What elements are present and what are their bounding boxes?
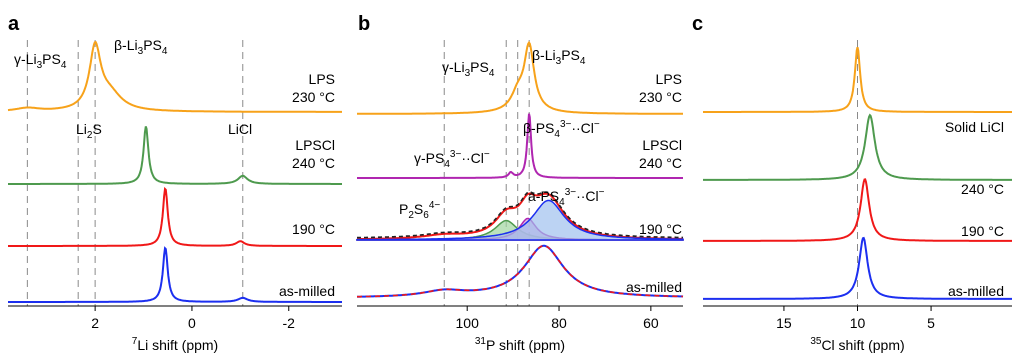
x-axis-label: 7Li shift (ppm) — [132, 336, 218, 353]
x-axis-label: 35Cl shift (ppm) — [810, 336, 904, 353]
trace-label: Solid LiCl — [945, 119, 1004, 135]
x-tick-label: 100 — [456, 315, 480, 331]
fit-component — [356, 199, 684, 241]
trace-label: 230 °C — [292, 89, 335, 105]
trace-label: as-milled — [279, 283, 335, 299]
fit-envelope-asmilled — [357, 245, 684, 298]
x-axis-label: 31P shift (ppm) — [475, 336, 565, 353]
panel-b-p31: LPS 230 °C LPSCl 240 °C 190 °C as-milled 100 80… — [356, 40, 684, 353]
x-tick-label: 0 — [188, 315, 196, 331]
trace-label: 190 °C — [292, 221, 335, 237]
panel-letter-b: b — [358, 13, 370, 35]
fit-envelope — [357, 191, 684, 239]
spectrum-trace-orange — [703, 46, 1012, 113]
spectrum-trace-green — [703, 113, 1012, 181]
peak-annotation: β-PS43−··Cl− — [523, 119, 600, 140]
trace-label: 190 °C — [961, 223, 1004, 239]
trace-label: LPSCl — [295, 137, 335, 153]
spectrum-trace-green — [8, 126, 342, 185]
trace-label: 240 °C — [639, 155, 682, 171]
x-tick-label: 80 — [551, 315, 567, 331]
panel-c-cl35: Solid LiCl 240 °C 190 °C as-milled 15 10 5 35Cl… — [703, 40, 1012, 353]
peak-annotation: γ-Li3PS4 — [14, 51, 67, 71]
x-tick-label: 60 — [643, 315, 659, 331]
trace-label: 190 °C — [639, 221, 682, 237]
spectrum-trace-blue — [8, 246, 342, 303]
x-tick-label: 2 — [91, 315, 99, 331]
peak-annotation: Li2S — [76, 121, 102, 141]
spectrum-trace-magenta — [357, 113, 683, 179]
peak-annotation: LiCl — [228, 121, 252, 137]
x-tick-label: -2 — [283, 315, 296, 331]
peak-annotation: β-Li3PS4 — [532, 47, 586, 67]
peak-annotation: γ-Li3PS4 — [442, 59, 495, 79]
trace-label: as-milled — [626, 279, 682, 295]
panel-letter-c: c — [692, 13, 703, 35]
trace-label: LPS — [309, 71, 335, 87]
spectrum-trace-orange — [7, 41, 342, 113]
spectrum-trace-blue — [703, 236, 1012, 300]
spectrum-trace-red — [8, 186, 342, 247]
x-tick-label: 5 — [927, 315, 935, 331]
trace-label: LPSCl — [642, 137, 682, 153]
peak-annotation: β-Li3PS4 — [114, 37, 168, 57]
trace-label: as-milled — [948, 283, 1004, 299]
spectrum-trace-orange — [357, 40, 683, 115]
trace-label: 230 °C — [639, 89, 682, 105]
trace-label: 240 °C — [961, 181, 1004, 197]
panel-a-li7: LPS 230 °C LPSCl 240 °C 190 °C as-milled 2 0 -2 7… — [7, 37, 342, 353]
peak-annotation: a-PS43−··Cl− — [528, 187, 605, 208]
peak-annotation: γ-PS43−··Cl− — [414, 149, 490, 170]
trace-label: 240 °C — [292, 155, 335, 171]
panel-letter-a: a — [8, 13, 20, 35]
x-tick-label: 15 — [776, 315, 792, 331]
trace-label: LPS — [656, 71, 682, 87]
spectrum-trace-red — [703, 178, 1012, 242]
peak-annotation: P2S64− — [399, 200, 440, 221]
x-tick-label: 10 — [850, 315, 866, 331]
